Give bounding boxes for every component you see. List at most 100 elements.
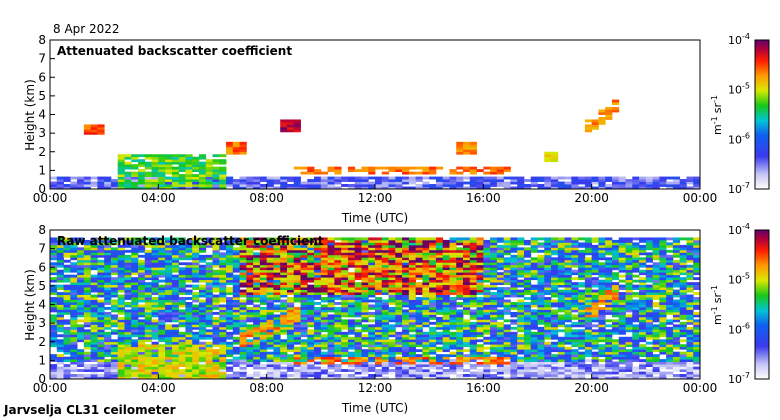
heatmap-cell — [300, 309, 308, 313]
heatmap-cell — [70, 324, 78, 328]
heatmap-cell — [611, 102, 620, 105]
heatmap-cell — [557, 186, 565, 190]
heatmap-cell — [239, 344, 247, 348]
heatmap-cell — [259, 334, 268, 338]
heatmap-cell — [253, 331, 261, 335]
heatmap-cell — [368, 336, 376, 340]
heatmap-cell — [307, 254, 315, 258]
heatmap-cell — [144, 242, 152, 246]
heatmap-cell — [429, 346, 437, 350]
heatmap-cell — [503, 274, 511, 278]
heatmap-cell — [165, 376, 173, 380]
heatmap-cell — [178, 346, 186, 350]
heatmap-cell — [171, 366, 180, 370]
heatmap-cell — [171, 294, 180, 298]
heatmap-cell — [395, 349, 403, 353]
heatmap-cell — [463, 341, 471, 345]
heatmap-cell — [361, 359, 369, 363]
heatmap-cell — [584, 304, 593, 308]
heatmap-cell — [266, 252, 274, 256]
heatmap-cell — [219, 369, 227, 372]
heatmap-cell — [307, 349, 315, 353]
heatmap-cell — [456, 179, 464, 182]
heatmap-cell — [219, 339, 227, 343]
heatmap-cell — [442, 274, 450, 278]
heatmap-cell — [361, 336, 369, 340]
heatmap-cell — [56, 329, 64, 333]
heatmap-cell — [90, 237, 98, 241]
heatmap-cell — [83, 279, 92, 283]
heatmap-cell — [361, 354, 369, 358]
heatmap-cell — [198, 351, 207, 355]
heatmap-cell — [171, 306, 180, 310]
heatmap-cell — [476, 249, 484, 253]
heatmap-cell — [463, 282, 471, 286]
heatmap-cell — [144, 297, 152, 300]
heatmap-cell — [381, 311, 389, 315]
heatmap-cell — [456, 316, 464, 320]
heatmap-cell — [239, 267, 247, 271]
heatmap-cell — [63, 331, 71, 335]
heatmap-cell — [327, 306, 335, 310]
heatmap-cell — [327, 239, 335, 243]
heatmap-cell — [259, 237, 268, 241]
heatmap-cell — [469, 179, 477, 182]
heatmap-cell — [564, 284, 572, 288]
heatmap-cell — [422, 289, 430, 293]
heatmap-cell — [395, 324, 403, 328]
heatmap-cell — [496, 272, 505, 276]
heatmap-cell — [104, 249, 112, 253]
heatmap-cell — [334, 309, 342, 313]
heatmap-cell — [246, 259, 254, 263]
heatmap-cell — [104, 289, 112, 293]
heatmap-cell — [286, 126, 295, 130]
heatmap-cell — [185, 247, 193, 251]
heatmap-cell — [293, 316, 301, 320]
heatmap-cell — [253, 254, 261, 258]
heatmap-cell — [205, 304, 213, 308]
heatmap-cell — [368, 349, 376, 353]
heatmap-cell — [490, 184, 498, 187]
heatmap-cell — [402, 179, 410, 182]
heatmap-cell — [381, 329, 389, 333]
heatmap-cell — [463, 369, 471, 372]
heatmap-cell — [158, 302, 166, 305]
heatmap-cell — [165, 249, 173, 253]
heatmap-cell — [496, 297, 505, 300]
heatmap-cell — [259, 319, 268, 323]
heatmap-cell — [178, 336, 186, 340]
heatmap-cell — [530, 287, 538, 290]
heatmap-cell — [205, 171, 213, 175]
heatmap-cell — [490, 324, 498, 328]
heatmap-cell — [503, 311, 511, 315]
heatmap-cell — [56, 309, 64, 313]
heatmap-cell — [185, 341, 193, 345]
x-tick-label: 00:00 — [683, 191, 718, 205]
heatmap-cell — [226, 349, 234, 353]
heatmap-cell — [564, 254, 572, 258]
heatmap-cell — [56, 262, 64, 266]
heatmap-cell — [131, 242, 139, 246]
heatmap-cell — [165, 334, 173, 338]
heatmap-cell — [483, 242, 491, 246]
heatmap-cell — [110, 279, 119, 283]
heatmap-cell — [314, 269, 322, 273]
heatmap-cell — [449, 184, 457, 187]
heatmap-cell — [564, 334, 572, 338]
heatmap-cell — [131, 282, 139, 286]
heatmap-cell — [280, 282, 288, 286]
heatmap-cell — [158, 336, 166, 340]
heatmap-cell — [510, 287, 518, 290]
heatmap-cell — [144, 156, 152, 160]
heatmap-cell — [361, 364, 369, 367]
heatmap-cell — [537, 269, 545, 273]
heatmap-cell — [171, 297, 180, 300]
heatmap-cell — [510, 319, 518, 323]
heatmap-cell — [496, 369, 505, 372]
heatmap-cell — [354, 354, 362, 358]
heatmap-cell — [483, 244, 491, 248]
heatmap-cell — [266, 316, 274, 320]
heatmap-cell — [388, 284, 396, 288]
heatmap-cell — [56, 247, 64, 251]
heatmap-cell — [341, 282, 349, 286]
